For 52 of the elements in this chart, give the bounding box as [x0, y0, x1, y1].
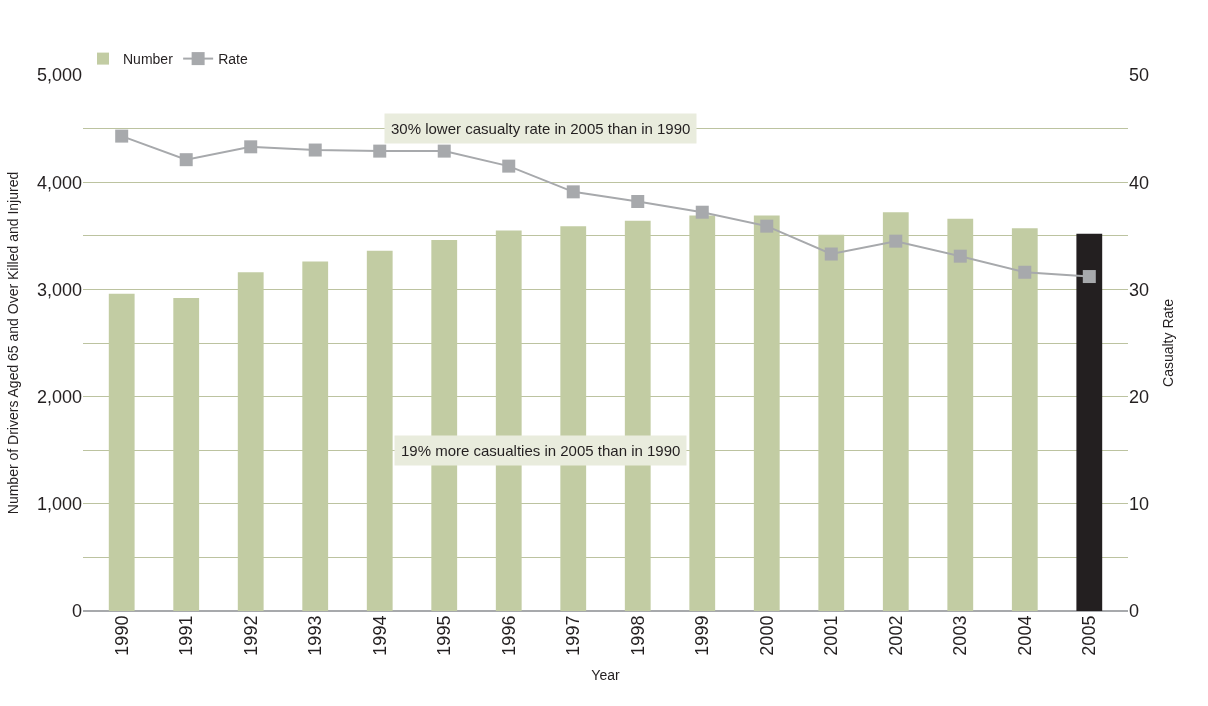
y-axis-title: Number of Drivers Aged 65 and Over Killed and Injured [4, 171, 21, 515]
point [631, 195, 645, 208]
x-tick-label: 1998 [627, 615, 648, 656]
annotation: 30% lower casualty rate in 2005 than in 1990 [391, 120, 691, 137]
x-tick-label: 2002 [885, 615, 906, 656]
y-tick-label: 3,000 [36, 279, 82, 300]
point [824, 247, 838, 261]
x-tick-label: 2004 [1014, 615, 1035, 656]
y2-tick-label: 10 [1129, 494, 1150, 515]
point [373, 144, 387, 158]
y2-axis-title: Casualty Rate [1160, 298, 1177, 387]
point [889, 234, 903, 248]
x-tick-label: 2001 [821, 615, 842, 656]
x-tick-label: 1991 [176, 615, 197, 656]
x-axis-title: Year [591, 666, 620, 683]
point [308, 143, 322, 157]
legend-label: Rate [218, 51, 248, 68]
point [437, 144, 451, 158]
x-tick-label: 1996 [498, 615, 519, 656]
point [760, 219, 774, 233]
legend-label: Number [123, 51, 174, 68]
x-tick-label: 1993 [305, 615, 326, 656]
point [566, 185, 580, 199]
y-tick-label: 0 [71, 601, 82, 622]
point [244, 140, 258, 154]
x-tick-label: 2000 [756, 615, 777, 656]
y2-tick-label: 20 [1129, 386, 1150, 407]
point [953, 249, 967, 263]
x-tick-label: 1999 [692, 615, 713, 656]
point [115, 129, 129, 143]
y-tick-label: 1,000 [36, 494, 82, 515]
y-tick-label: 2,000 [36, 386, 82, 407]
x-tick-label: 2005 [1079, 615, 1100, 656]
x-tick-label: 1997 [563, 615, 584, 656]
y2-tick-label: 40 [1129, 172, 1150, 193]
y-tick-label: 4,000 [36, 172, 82, 193]
y2-tick-label: 0 [1129, 601, 1140, 622]
point [502, 159, 516, 173]
x-tick-label: 1995 [434, 615, 455, 656]
point [1082, 270, 1096, 284]
x-tick-label: 1994 [369, 615, 390, 656]
y2-tick-label: 50 [1129, 65, 1150, 86]
point [1018, 265, 1032, 279]
x-tick-label: 1992 [240, 615, 261, 656]
x-tick-label: 2003 [950, 615, 971, 656]
point [179, 153, 193, 167]
point [695, 205, 709, 219]
y-tick-label: 5,000 [36, 65, 82, 86]
annotation: 19% more casualties in 2005 than in 1990 [401, 442, 681, 459]
x-tick-label: 1990 [111, 615, 132, 656]
bar [1076, 233, 1103, 611]
y2-tick-label: 30 [1129, 279, 1150, 300]
